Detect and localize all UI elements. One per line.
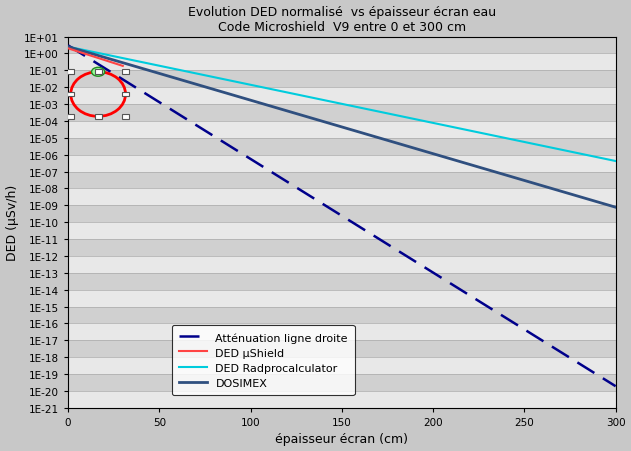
DED µShield — [64, 46, 72, 52]
FancyBboxPatch shape — [67, 115, 74, 120]
DED Radprocalculator — [159, 64, 167, 70]
Bar — [68, 223, 616, 239]
Atténuation ligne droite — [127, 82, 134, 87]
Bar — [68, 290, 616, 307]
Bar — [68, 341, 616, 358]
DOSIMEX — [64, 45, 72, 50]
Circle shape — [91, 68, 105, 77]
Line: DED µShield: DED µShield — [68, 49, 123, 67]
Line: DED Radprocalculator: DED Radprocalculator — [68, 47, 616, 161]
Bar — [68, 358, 616, 374]
DOSIMEX — [274, 106, 282, 112]
DED Radprocalculator — [542, 144, 550, 150]
DOSIMEX — [159, 73, 167, 78]
Bar — [68, 374, 616, 391]
Bar — [68, 206, 616, 223]
DOSIMEX — [298, 113, 305, 119]
Bar — [68, 122, 616, 138]
DOSIMEX — [612, 205, 620, 211]
Line: DOSIMEX: DOSIMEX — [68, 47, 616, 208]
DED µShield — [110, 61, 118, 67]
Bar — [68, 239, 616, 256]
DED Radprocalculator — [612, 159, 620, 164]
FancyBboxPatch shape — [122, 70, 129, 75]
Y-axis label: DED (µSv/h): DED (µSv/h) — [6, 184, 18, 261]
DED µShield — [64, 46, 72, 52]
Bar — [68, 155, 616, 172]
Bar — [68, 105, 616, 122]
Title: Evolution DED normalisé  vs épaisseur écran eau
Code Microshield  V9 entre 0 et : Evolution DED normalisé vs épaisseur écr… — [188, 5, 496, 33]
Bar — [68, 54, 616, 71]
Bar — [68, 273, 616, 290]
FancyBboxPatch shape — [95, 70, 102, 75]
DED Radprocalculator — [64, 45, 72, 50]
Bar — [68, 71, 616, 88]
Bar — [68, 189, 616, 206]
Bar — [68, 256, 616, 273]
Atténuation ligne droite — [612, 384, 620, 389]
FancyBboxPatch shape — [67, 92, 74, 97]
DED Radprocalculator — [298, 93, 305, 99]
Legend: Atténuation ligne droite, DED µShield, DED Radprocalculator, DOSIMEX: Atténuation ligne droite, DED µShield, D… — [172, 325, 355, 395]
FancyBboxPatch shape — [67, 70, 74, 75]
DED µShield — [114, 62, 121, 68]
DED µShield — [98, 57, 105, 63]
DED Radprocalculator — [274, 88, 282, 94]
DOSIMEX — [601, 202, 609, 207]
Atténuation ligne droite — [274, 174, 282, 179]
Bar — [68, 391, 616, 408]
FancyBboxPatch shape — [122, 115, 129, 120]
Atténuation ligne droite — [64, 43, 72, 49]
Line: Atténuation ligne droite: Atténuation ligne droite — [68, 46, 616, 387]
DED Radprocalculator — [601, 156, 609, 162]
Atténuation ligne droite — [601, 377, 609, 382]
FancyBboxPatch shape — [95, 115, 102, 120]
DED µShield — [97, 57, 104, 62]
Atténuation ligne droite — [159, 102, 167, 108]
Bar — [68, 138, 616, 155]
Bar — [68, 172, 616, 189]
FancyBboxPatch shape — [122, 92, 129, 97]
X-axis label: épaisseur écran (cm): épaisseur écran (cm) — [275, 433, 408, 446]
DED µShield — [97, 57, 104, 62]
Bar — [68, 324, 616, 341]
Atténuation ligne droite — [298, 189, 305, 194]
DOSIMEX — [542, 184, 550, 190]
DED µShield — [119, 64, 127, 69]
DOSIMEX — [127, 63, 134, 69]
Bar — [68, 307, 616, 324]
Bar — [68, 88, 616, 105]
Atténuation ligne droite — [542, 341, 550, 346]
Bar — [68, 37, 616, 54]
DED Radprocalculator — [127, 58, 134, 63]
